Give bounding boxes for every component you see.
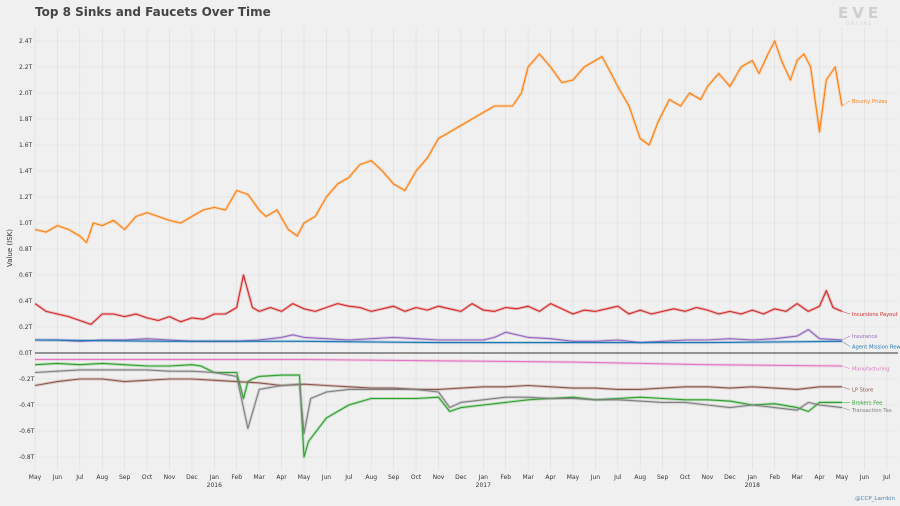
x-tick-label-14: Jul: [344, 474, 353, 481]
y-tick-label-11: 0.2T: [19, 324, 33, 331]
series-line-transaction-tax: [34, 369, 843, 435]
x-tick-label-30: Nov: [702, 474, 714, 481]
series-line-incursions-payout: [34, 274, 843, 325]
x-tick-label-20: Jan: [478, 474, 488, 481]
series-label-transaction-tax: Transaction Tax: [851, 408, 892, 414]
series-leader-bounty-prizes: [841, 100, 851, 107]
y-tick-label-12: 0.0T: [19, 350, 33, 357]
y-tick-label-1: 2.2T: [19, 64, 33, 71]
y-tick-label-2: 2.0T: [19, 90, 33, 97]
y-tick-label-3: 1.8T: [19, 116, 33, 123]
x-tick-label-37: Jun: [859, 474, 870, 481]
y-tick-label-6: 1.2T: [19, 194, 33, 201]
x-tick-label-13: Jun: [321, 474, 332, 481]
x-tick-label-16: Sep: [388, 474, 400, 481]
series-leader-agent-mission-rewards: [841, 341, 851, 347]
y-axis-label: Value (ISK): [6, 229, 14, 267]
y-tick-label-7: 1.0T: [19, 220, 33, 227]
x-tick-label-32: Jan: [747, 474, 757, 481]
x-tick-label-26: Jul: [613, 474, 622, 481]
x-tick-label-0: May: [29, 474, 42, 481]
series-line-insurance: [35, 329, 843, 344]
y-tick-label-13: -0.2T: [19, 376, 35, 383]
y-tick-label-4: 1.6T: [19, 142, 33, 149]
series-leader-lp-store: [841, 386, 851, 390]
series-labels: Bounty Prizes Incursions Payout Insurance A…: [841, 99, 900, 414]
series-line-bounty-prizes: [34, 40, 843, 244]
y-tick-label-14: -0.4T: [19, 402, 35, 409]
grid: [34, 28, 898, 470]
x-tick-label-22: Mar: [522, 474, 534, 481]
y-tick-label-9: 0.6T: [19, 272, 33, 279]
y-tick-label-15: -0.6T: [19, 428, 35, 435]
series-line-brokers-fee: [34, 362, 842, 458]
y-tick-label-8: 0.8T: [19, 246, 33, 253]
x-tick-label-25: Jun: [590, 474, 601, 481]
series-label-incursions-payout: Incursions Payout: [852, 312, 898, 318]
chart-title: Top 8 Sinks and Faucets Over Time: [35, 5, 271, 19]
x-tick-label-1: Jun: [52, 474, 63, 481]
series-label-lp-store: LP Store: [852, 387, 873, 393]
x-tick-label-24: May: [567, 474, 580, 481]
x-tick-label-7: Dec: [186, 474, 198, 481]
y-tick-label-10: 0.4T: [19, 298, 33, 305]
x-tick-label-28: Sep: [657, 474, 669, 481]
x-tick-label-2: Jul: [75, 474, 84, 481]
credit-text: @CCP_Larrikin: [855, 496, 895, 502]
x-tick-label-17: Oct: [411, 474, 422, 481]
series-leader-manufacturing: [841, 365, 851, 369]
x-year-label-2016: 2016: [207, 482, 222, 489]
x-tick-label-34: Mar: [791, 474, 803, 481]
x-tick-label-31: Dec: [724, 474, 736, 481]
x-tick-label-12: May: [298, 474, 311, 481]
eve-logo: EVE ONLINE: [838, 4, 882, 26]
x-year-label-2017: 2017: [476, 482, 491, 489]
logo-text: EVE: [838, 4, 882, 22]
series-label-insurance: Insurance: [852, 334, 877, 340]
x-tick-label-3: Aug: [96, 474, 108, 481]
x-tick-label-5: Oct: [142, 474, 153, 481]
y-axis-ticks: 2.4T 2.2T 2.0T 1.8T 1.6T 1.4T 1.2T 1.0T 0.8T 0.6T…: [19, 38, 35, 461]
x-tick-label-35: Apr: [814, 474, 825, 481]
series-line-agent-mission-rewards: [34, 339, 843, 344]
x-tick-label-4: Sep: [119, 474, 131, 481]
x-tick-label-33: Feb: [769, 474, 780, 481]
x-year-label-2018: 2018: [745, 482, 760, 489]
series-line-manufacturing: [35, 358, 843, 367]
series-label-bounty-prizes: Bounty Prizes: [852, 99, 888, 105]
series-label-agent-mission-rewards: Agent Mission Rewards: [852, 345, 900, 351]
x-tick-label-10: Mar: [253, 474, 265, 481]
x-tick-label-9: Feb: [231, 474, 242, 481]
logo-subtext: ONLINE: [846, 21, 873, 26]
y-tick-label-16: -0.8T: [19, 454, 35, 461]
x-tick-label-8: Jan: [209, 474, 219, 481]
x-tick-label-36: May: [836, 474, 849, 481]
x-tick-label-6: Nov: [164, 474, 176, 481]
x-tick-label-23: Apr: [545, 474, 556, 481]
x-tick-label-21: Feb: [500, 474, 511, 481]
x-tick-label-11: Apr: [276, 474, 287, 481]
series-lines: [34, 39, 844, 459]
x-tick-label-19: Dec: [455, 474, 467, 481]
y-tick-label-5: 1.4T: [19, 168, 33, 175]
x-tick-label-18: Nov: [433, 474, 445, 481]
x-tick-label-38: Jul: [882, 474, 891, 481]
series-label-brokers-fee: Brokers Fee: [852, 400, 882, 406]
x-tick-label-15: Aug: [365, 474, 377, 481]
series-leader-incursions-payout: [841, 311, 851, 315]
x-tick-label-27: Aug: [634, 474, 646, 481]
series-line-lp-store: [34, 378, 842, 390]
series-leader-transaction-tax: [841, 407, 851, 411]
series-label-manufacturing: Manufacturing: [852, 367, 890, 373]
y-tick-label-0: 2.4T: [19, 38, 33, 45]
x-tick-label-29: Oct: [680, 474, 691, 481]
series-leader-insurance: [841, 335, 851, 341]
